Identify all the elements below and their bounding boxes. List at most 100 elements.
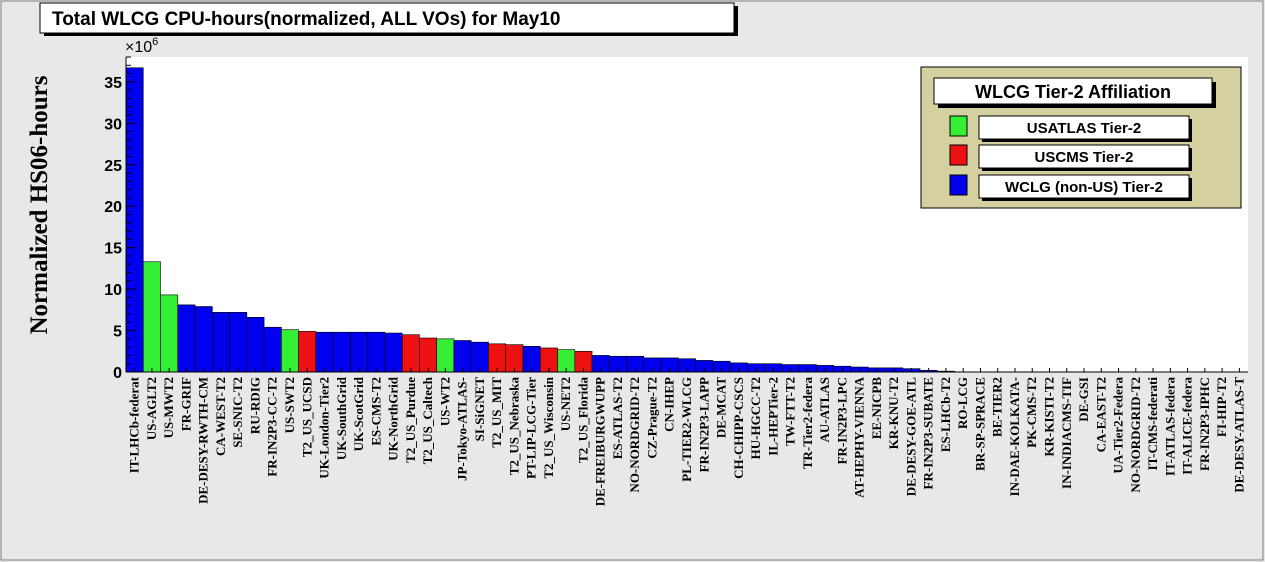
x-tick-label: NO-NORDGRID-T2 bbox=[1128, 377, 1143, 493]
bar-0 bbox=[125, 67, 144, 373]
bar-15 bbox=[384, 332, 403, 373]
x-tick-label: AT-HEPHY-VIENNA bbox=[852, 376, 867, 497]
bar-10 bbox=[298, 331, 317, 373]
x-tick-label: FR-IN2P3-LAPP bbox=[696, 377, 711, 472]
x-tick-label: DE-DESY-GOE-ATL bbox=[903, 377, 918, 497]
x-tick-label: IN-INDIACMS-TIF bbox=[1059, 377, 1074, 489]
x-tick-label: T2_US_UCSD bbox=[299, 377, 314, 457]
x-tick-label: UK-SouthGrid bbox=[334, 376, 349, 460]
x-tick-label: DE-MCAT bbox=[714, 377, 729, 438]
bar-9 bbox=[281, 329, 299, 373]
x-tick-label: UA-Tier2-Federa bbox=[1111, 377, 1126, 474]
bar-14 bbox=[367, 331, 386, 373]
x-tick-label: CA-WEST-T2 bbox=[213, 377, 228, 456]
x-tick-label: T2_US_MIT bbox=[489, 377, 504, 448]
x-tick-label: US-MWT2 bbox=[161, 377, 176, 438]
x-tick-label: US-WT2 bbox=[437, 377, 452, 426]
bar-5 bbox=[212, 312, 230, 373]
x-tick-label: ES-CMS-T2 bbox=[368, 377, 383, 446]
x-tick-label: UK-NorthGrid bbox=[386, 376, 401, 461]
x-tick-label: TR-Tier2-federa bbox=[800, 377, 815, 470]
x-tick-label: SE-SNIC-T2 bbox=[230, 377, 245, 448]
x-tick-label: DE-DESY-RWTH-CM bbox=[196, 377, 211, 504]
bar-17 bbox=[419, 337, 438, 373]
x-tick-label: BE-TIER2 bbox=[990, 377, 1005, 437]
x-tick-label: US-AGLT2 bbox=[144, 377, 159, 440]
bar-18 bbox=[436, 338, 455, 373]
y-tick-label: 30 bbox=[104, 116, 122, 133]
x-tick-label: IN-DAE-KOLKATA- bbox=[1007, 377, 1022, 496]
legend-label-box-2 bbox=[978, 174, 1190, 199]
x-tick-label: HU-HGCC-T2 bbox=[748, 377, 763, 459]
x-tick-label: T2_US_Florida bbox=[575, 377, 590, 463]
legend-label-1: USCMS Tier-2 bbox=[1035, 149, 1134, 166]
x-tick-label: CN-IHEP bbox=[662, 377, 677, 432]
x-tick-label: FR-GRIF bbox=[178, 377, 193, 431]
x-tick-label: FI-HIP-T2 bbox=[1214, 377, 1229, 437]
x-tick-label: T2_US_Nebraska bbox=[506, 377, 521, 476]
x-tick-label: RO-LCG bbox=[955, 377, 970, 429]
bar-13 bbox=[350, 331, 368, 373]
y-tick-label: 0 bbox=[113, 365, 122, 382]
legend-entries: USATLAS Tier-2 USCMS Tier-2 WCLG (non-US) … bbox=[949, 115, 1192, 201]
bar-12 bbox=[332, 331, 351, 373]
x-tick-label: ES-ATLAS-T2 bbox=[610, 377, 625, 459]
x-tick-label: DE-GSI bbox=[1076, 377, 1091, 422]
legend-label-box-0 bbox=[978, 115, 1190, 140]
legend-swatch-2 bbox=[949, 174, 968, 196]
x-tick-label: IT-ATLAS-federa bbox=[1162, 377, 1177, 476]
x-tick-label: PL-TIER2-WLCG bbox=[679, 377, 694, 482]
bar-2 bbox=[160, 294, 179, 373]
legend: WLCG Tier-2 Affiliation USATLAS Tier-2US… bbox=[920, 66, 1242, 209]
x-tick-label: IL-HEPTier-2 bbox=[765, 377, 780, 456]
x-tick-label: UK-London-Tier2 bbox=[317, 377, 332, 479]
x-tick-label: IT-ALICE-federa bbox=[1180, 377, 1195, 475]
bars-group bbox=[125, 67, 1076, 373]
bar-11 bbox=[315, 331, 334, 373]
y-multiplier-exponent: 6 bbox=[152, 36, 158, 48]
y-tick-label: 5 bbox=[113, 324, 122, 341]
legend-swatch-0 bbox=[949, 115, 968, 137]
x-tick-label: SI-SiGNET bbox=[472, 377, 487, 442]
title-box bbox=[39, 2, 735, 34]
chart-title: Total WLCG CPU-hours(normalized, ALL VOs… bbox=[52, 9, 560, 30]
x-tick-label: RU-RDIG bbox=[247, 377, 262, 434]
x-tick-label: PT-LIP-LCG-Tier bbox=[524, 377, 539, 479]
x-tick-label: EE-NICPB bbox=[869, 377, 884, 439]
y-tick-label: 10 bbox=[104, 282, 122, 299]
axes-group bbox=[125, 56, 1248, 373]
y-multiplier-base: ×10 bbox=[125, 39, 152, 56]
bar-4 bbox=[194, 306, 213, 373]
x-tick-label: JP-Tokyo-ATLAS- bbox=[455, 377, 470, 481]
legend-label-0: USATLAS Tier-2 bbox=[1027, 120, 1141, 137]
x-tick-label: CH-CHIPP-CSCS bbox=[731, 377, 746, 479]
x-tick-label: KR-KNU-T2 bbox=[886, 377, 901, 449]
legend-title-box bbox=[933, 77, 1213, 105]
x-tick-label: FR-IN2P3-SUBATE bbox=[921, 377, 936, 489]
y-tick-label: 15 bbox=[104, 241, 122, 258]
x-tick-label: DE-DESY-ATLAS-T bbox=[1231, 377, 1246, 493]
x-tick-label: CZ-Prague-T2 bbox=[644, 377, 659, 459]
x-tick-label: TW-FTT-T2 bbox=[783, 377, 798, 446]
bar-3 bbox=[177, 304, 196, 373]
bar-21 bbox=[488, 343, 507, 373]
legend-title: WLCG Tier-2 Affiliation bbox=[975, 82, 1171, 102]
y-tick-label: 25 bbox=[104, 158, 122, 175]
bar-8 bbox=[263, 326, 282, 373]
x-tick-label: UK-ScotGrid bbox=[351, 376, 366, 451]
bar-16 bbox=[401, 334, 420, 373]
y-tick-label: 20 bbox=[104, 199, 122, 216]
x-tick-labels: IT-LHCb-federat US-AGLT2 US-MWT2 FR-GRIF DE-… bbox=[127, 376, 1247, 506]
x-tick-label: T2_US_Purdue bbox=[403, 377, 418, 463]
x-tick-label: T2_US_Caltech bbox=[420, 376, 435, 464]
x-tick-label: FR-IN2P3-CC-T2 bbox=[265, 377, 280, 477]
x-tick-label: IT-LHCb-federat bbox=[127, 376, 142, 473]
x-tick-label: BR-SP-SPRACE bbox=[972, 377, 987, 471]
x-tick-label: ES-LHCb-T2 bbox=[938, 377, 953, 452]
x-tick-label: US-SWT2 bbox=[282, 377, 297, 433]
legend-label-2: WCLG (non-US) Tier-2 bbox=[1005, 179, 1163, 196]
legend-swatch-1 bbox=[949, 144, 968, 166]
bar-19 bbox=[453, 340, 472, 373]
x-tick-label: FR-IN2P3-LPC bbox=[834, 377, 849, 464]
y-tick-labels: 0 5 10 15 20 25 30 35 bbox=[104, 75, 122, 382]
